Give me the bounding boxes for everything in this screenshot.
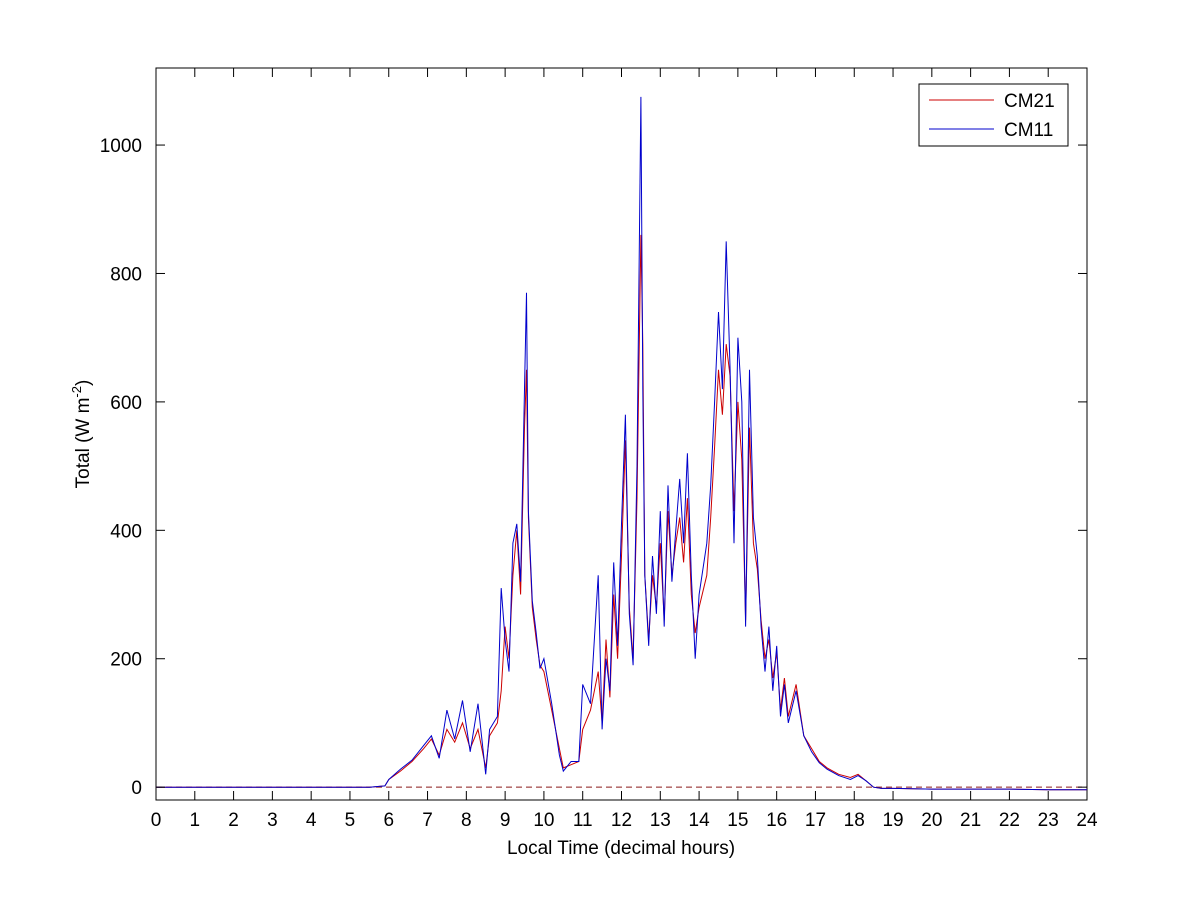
x-tick-label: 1 [190, 810, 201, 831]
x-tick-label: 10 [533, 810, 554, 831]
y-tick-label: 400 [110, 521, 142, 542]
x-tick-label: 3 [267, 810, 278, 831]
legend-label-cm21: CM21 [1004, 91, 1055, 112]
y-axis-label-main: Total (W m [73, 398, 94, 489]
x-tick-label: 7 [422, 810, 433, 831]
x-tick-label: 2 [228, 810, 239, 831]
plot-area [155, 67, 1088, 801]
x-tick-label: 9 [500, 810, 511, 831]
y-tick-label: 800 [110, 264, 142, 285]
y-tick-label: 0 [131, 778, 142, 799]
x-tick-label: 5 [345, 810, 356, 831]
x-tick-label: 6 [383, 810, 394, 831]
legend-box [918, 83, 1069, 147]
x-tick-label: 24 [1076, 810, 1098, 831]
x-tick-label: 23 [1038, 810, 1059, 831]
x-tick-label: 11 [573, 810, 593, 831]
y-axis-label: Total (W m-2) [69, 380, 94, 489]
x-tick-label: 12 [611, 810, 632, 831]
legend: CM21 CM11 [918, 83, 1069, 147]
x-tick-label: 17 [805, 810, 826, 831]
x-axis-label: Local Time (decimal hours) [507, 838, 735, 859]
y-axis-label-close: ) [73, 380, 94, 386]
y-axis-label-superscript: -2 [69, 386, 84, 398]
x-tick-label: 15 [727, 810, 748, 831]
y-tick-label: 600 [110, 393, 142, 414]
x-tick-label: 0 [151, 810, 162, 831]
x-tick-label: 22 [999, 810, 1020, 831]
x-tick-label: 13 [650, 810, 671, 831]
x-tick-label: 21 [960, 810, 981, 831]
y-tick-label: 1000 [100, 136, 142, 157]
x-tick-label: 20 [921, 810, 942, 831]
x-tick-label: 8 [461, 810, 472, 831]
legend-label-cm11: CM11 [1004, 120, 1053, 141]
x-tick-label: 16 [766, 810, 787, 831]
x-tick-label: 14 [689, 810, 711, 831]
x-tick-label: 19 [882, 810, 903, 831]
y-tick-label: 200 [110, 650, 142, 671]
series-line-cm11 [156, 96, 1087, 791]
x-tick-label: 18 [844, 810, 865, 831]
x-tick-label: 4 [306, 810, 317, 831]
